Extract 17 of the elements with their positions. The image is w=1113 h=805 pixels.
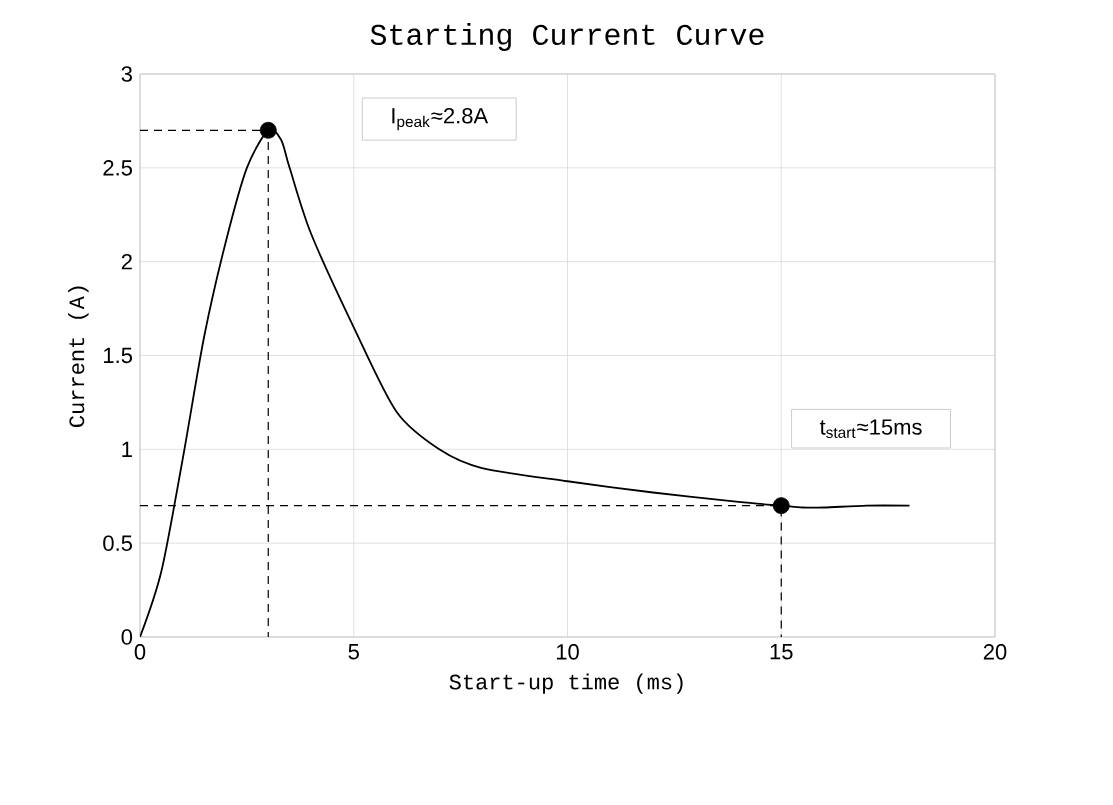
y-axis-title: Current (A) [68,286,89,427]
annotation: t$_{start}$≈15ms [819,419,922,438]
y-tick-label: 1.5 [104,347,132,364]
y-tick-label: 3 [121,66,132,82]
x-tick-label: 20 [983,644,1007,660]
x-tick-label: 5 [348,644,359,660]
y-tick-label: 2 [121,254,132,270]
x-tick-label: 10 [556,644,579,660]
x-tick-label: 0 [134,644,146,660]
y-tick-label: 2.5 [103,160,132,176]
y-tick-label: 1 [122,441,132,457]
x-tick-label: 15 [770,644,793,660]
x-axis-title: Start-up time (ms) [449,673,683,694]
y-tick-label: 0.5 [103,535,132,551]
annotation: I$_{peak}$≈2.8A [392,107,489,131]
y-tick-label: 0 [121,629,133,645]
chart-title: Starting Current Curve [370,22,764,51]
